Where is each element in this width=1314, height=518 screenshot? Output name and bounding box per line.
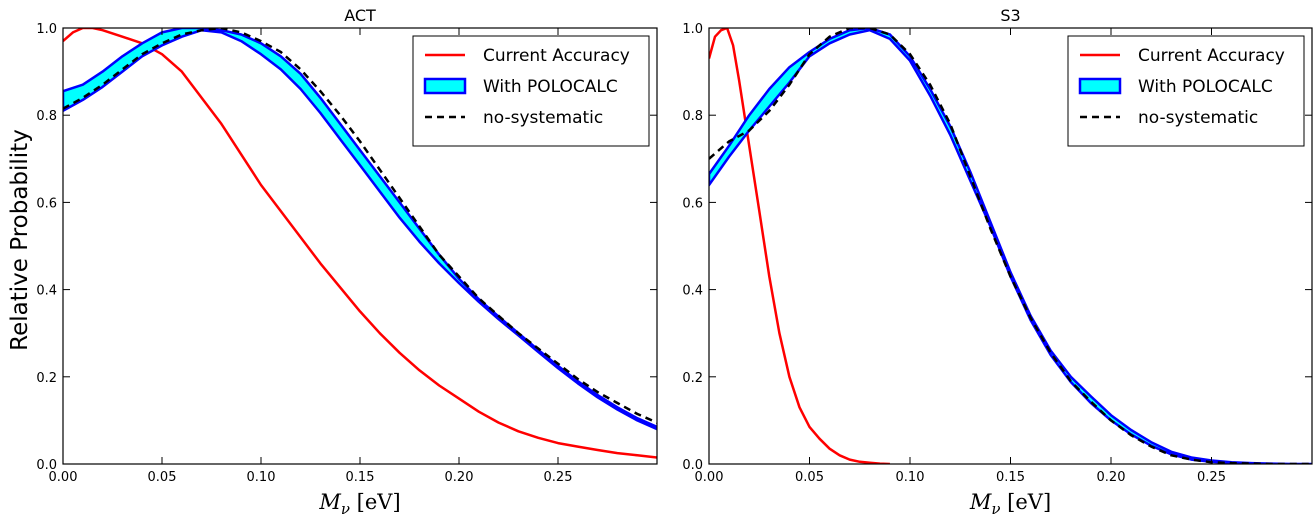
x-tick-label: 0.25 [1197, 470, 1226, 485]
y-tick-label: 0.8 [36, 109, 57, 124]
y-tick-label: 0.6 [36, 196, 57, 211]
series-current-accuracy-line [709, 28, 890, 464]
x-tick-label: 0.00 [49, 470, 78, 485]
y-tick-label: 0.2 [36, 371, 57, 386]
y-tick-label: 1.0 [36, 22, 57, 37]
legend-label: With POLOCALC [1138, 77, 1273, 97]
x-tick-label: 0.10 [896, 470, 925, 485]
legend: Current Accuracy With POLOCALC no-systemat… [412, 35, 650, 147]
x-tick-label: 0.20 [1097, 470, 1126, 485]
y-tick-label: 0.8 [682, 109, 703, 124]
y-tick-label: 0.0 [682, 458, 703, 473]
chart-title: ACT [344, 6, 376, 25]
y-tick-label: 0.0 [36, 458, 57, 473]
x-tick-label: 0.15 [996, 470, 1025, 485]
legend-label: With POLOCALC [483, 77, 618, 97]
legend: Current Accuracy With POLOCALC no-systemat… [1067, 35, 1305, 147]
legend-label: Current Accuracy [483, 46, 630, 66]
x-tick-label: 0.15 [346, 470, 375, 485]
legend-label: no-systematic [1138, 108, 1258, 128]
y-tick-label: 0.2 [682, 371, 703, 386]
chart-panel-s3: 0.00 0.05 0.10 0.15 0.20 0.25 0.0 0.2 0.4 0.6 0.8 1… [682, 6, 1313, 518]
x-tick-label: 0.25 [544, 470, 573, 485]
y-tick-label: 0.6 [682, 196, 703, 211]
legend-swatch-band [423, 77, 467, 95]
plot-area [63, 28, 657, 459]
x-tick-label: 0.10 [247, 470, 276, 485]
x-tick-label: 0.05 [795, 470, 824, 485]
y-tick-label: 0.4 [682, 284, 703, 299]
series-with-polocalc-band [709, 28, 1312, 464]
x-tick-label: 0.20 [445, 470, 474, 485]
legend-label: no-systematic [483, 108, 603, 128]
y-tick-label: 0.4 [36, 284, 57, 299]
chart-title: S3 [1000, 6, 1020, 25]
y-tick-label: 1.0 [682, 22, 703, 37]
x-tick-label: 0.05 [148, 470, 177, 485]
series-no-systematic-line [63, 28, 657, 424]
legend-label: Current Accuracy [1138, 46, 1285, 66]
chart-panel-act: 0.00 0.05 0.10 0.15 0.20 0.25 0.0 0.2 0.4 0.6 0.8 1… [36, 6, 658, 518]
x-axis-label: Mν [eV] [969, 490, 1051, 518]
series-current-accuracy-line [63, 28, 657, 459]
x-axis-label: Mν [eV] [318, 490, 400, 518]
legend-swatch-band [1078, 77, 1122, 95]
x-tick-label: 0.00 [695, 470, 724, 485]
